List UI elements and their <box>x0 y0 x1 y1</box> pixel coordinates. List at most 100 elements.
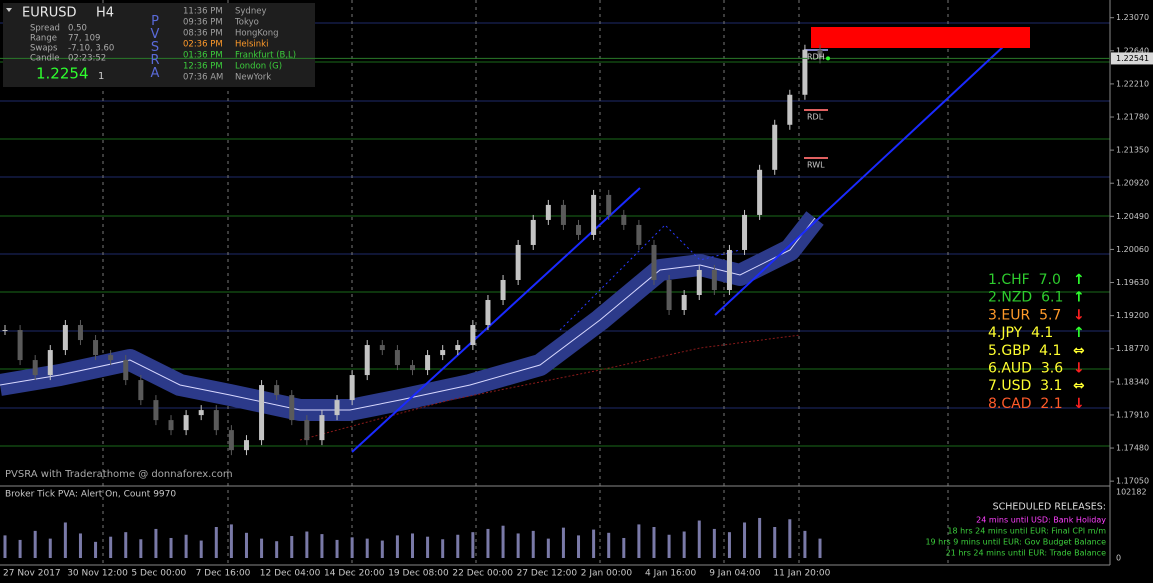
candle-body <box>711 269 717 290</box>
x-tick-label: 11 Jan 20:00 <box>773 569 830 579</box>
candle-body <box>93 340 99 356</box>
session-city: NewYork <box>235 73 271 83</box>
candle-body <box>319 415 325 441</box>
strength-item: 1.CHF 7.0 <box>988 272 1061 288</box>
info-value: 0.50 <box>68 24 87 34</box>
y-tick-label: 1.22640 <box>1116 46 1149 55</box>
volume-bar <box>184 534 188 558</box>
candle-body <box>32 360 38 376</box>
candle-body <box>228 430 234 451</box>
volume-bar <box>546 538 550 558</box>
info-key: Candle <box>30 54 60 64</box>
candle-body <box>772 124 778 170</box>
volume-bar <box>652 526 656 558</box>
volume-bar <box>682 531 686 558</box>
session-separators <box>102 0 949 565</box>
session-time: 11:36 PM <box>183 7 223 17</box>
volume-bar <box>592 529 596 558</box>
session-time: 02:36 PM <box>183 40 223 50</box>
strength-arrow: ⇔ <box>1073 378 1085 394</box>
info-key: Range <box>30 34 57 44</box>
candle-body <box>651 244 657 280</box>
y-tick-label: 1.17050 <box>1116 477 1149 486</box>
volume-bar <box>773 526 777 558</box>
panel-toggle[interactable] <box>6 8 12 12</box>
strength-item: 5.GBP 4.1 <box>988 343 1061 359</box>
candle-body <box>485 300 491 326</box>
y-tick-label: 1.18770 <box>1116 344 1149 353</box>
volume-bar <box>214 526 218 558</box>
volume-bar <box>139 539 143 558</box>
candle-body <box>757 169 763 215</box>
candle-body <box>726 249 732 290</box>
ma-line <box>0 217 816 411</box>
strength-item: 6.AUD 3.6 <box>988 361 1063 377</box>
candle-body <box>787 94 793 125</box>
candle-body <box>274 385 280 396</box>
y-tick-label: 1.19200 <box>1116 311 1149 320</box>
release-line: 18 hrs 24 mins until EUR: Final CPI m/m <box>947 527 1106 536</box>
candle-body <box>123 360 129 381</box>
info-key: Swaps <box>30 44 58 54</box>
current-price-label: 1.22541 <box>1116 54 1149 63</box>
volume-bar <box>667 534 671 558</box>
candle-body <box>425 355 431 371</box>
x-tick-label: 7 Dec 16:00 <box>196 569 251 579</box>
x-tick-label: 27 Nov 2017 <box>3 569 61 579</box>
candle-body <box>183 415 189 431</box>
volume-bar <box>607 532 611 558</box>
candle-body <box>440 350 446 356</box>
session-time: 01:36 PM <box>183 51 223 61</box>
volume-bar <box>637 524 641 558</box>
volume-bar <box>320 534 324 558</box>
symbol: EURUSD <box>22 6 77 21</box>
candle-body <box>17 330 23 361</box>
candle-body <box>2 330 8 332</box>
y-tick-label: 1.22210 <box>1116 79 1149 88</box>
session-time: 09:36 PM <box>183 18 223 28</box>
candle-body <box>334 400 340 416</box>
y-tick-label: 1.18340 <box>1116 377 1149 386</box>
timeframe: H4 <box>96 6 114 21</box>
volume-bar <box>94 541 98 558</box>
x-tick-label: 2 Jan 00:00 <box>581 569 633 579</box>
session-city: Tokyo <box>234 18 259 28</box>
strength-arrow: ↑ <box>1073 325 1085 341</box>
volume-bar <box>48 538 52 558</box>
candle-body <box>108 355 114 361</box>
candle-body <box>681 295 687 311</box>
volume-bar <box>758 517 762 558</box>
y-tick-label: 1.17480 <box>1116 444 1149 453</box>
candle-body <box>530 219 536 245</box>
candle-body <box>696 269 702 296</box>
y-tick-label: 1.20060 <box>1116 245 1149 254</box>
candle-body <box>47 350 53 376</box>
y-tick-label: 1.20490 <box>1116 212 1149 221</box>
candle-body <box>289 395 295 421</box>
volume-bar <box>18 539 22 558</box>
candle-body <box>198 410 204 416</box>
volume-bar <box>803 530 807 558</box>
volume-bar <box>622 537 626 558</box>
y-tick-label: 1.19630 <box>1116 278 1149 287</box>
volume-bar <box>516 533 520 558</box>
candle-body <box>304 420 310 441</box>
volume-bar <box>3 535 7 558</box>
volume-bar <box>109 536 113 558</box>
level-label: RDL <box>807 113 824 122</box>
volume-bar <box>78 533 82 558</box>
volume-bar <box>63 522 67 558</box>
session-time: 08:36 PM <box>183 29 223 39</box>
strength-item: 7.USD 3.1 <box>988 378 1062 394</box>
level-label: RDH <box>807 53 825 62</box>
volume-bar <box>244 532 248 558</box>
current-price-tag <box>1111 52 1153 65</box>
volume-bar <box>199 540 203 558</box>
footer: PVSRA with Traderathome @ donnaforex.com <box>5 469 233 480</box>
volume-bar <box>350 537 354 558</box>
volume-bar <box>743 522 747 558</box>
volume-bar <box>365 538 369 558</box>
volume-bar <box>33 530 37 558</box>
bid-price-small: 1 <box>98 71 104 82</box>
volume-bar <box>818 538 822 558</box>
